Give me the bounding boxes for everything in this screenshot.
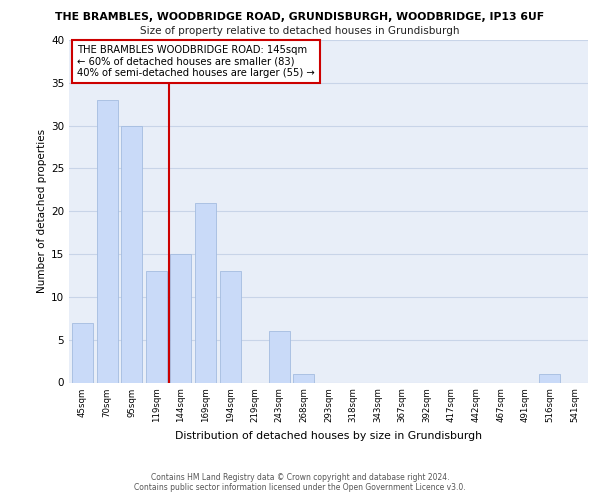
Bar bbox=[146, 271, 167, 382]
Bar bbox=[539, 374, 560, 382]
Bar bbox=[195, 202, 216, 382]
Text: THE BRAMBLES WOODBRIDGE ROAD: 145sqm
← 60% of detached houses are smaller (83)
4: THE BRAMBLES WOODBRIDGE ROAD: 145sqm ← 6… bbox=[77, 45, 314, 78]
Text: Contains HM Land Registry data © Crown copyright and database right 2024.
Contai: Contains HM Land Registry data © Crown c… bbox=[134, 473, 466, 492]
Text: Size of property relative to detached houses in Grundisburgh: Size of property relative to detached ho… bbox=[140, 26, 460, 36]
Bar bbox=[269, 331, 290, 382]
Bar bbox=[293, 374, 314, 382]
Bar bbox=[72, 322, 93, 382]
Y-axis label: Number of detached properties: Number of detached properties bbox=[37, 129, 47, 294]
Bar bbox=[97, 100, 118, 382]
Bar bbox=[121, 126, 142, 382]
X-axis label: Distribution of detached houses by size in Grundisburgh: Distribution of detached houses by size … bbox=[175, 430, 482, 440]
Text: THE BRAMBLES, WOODBRIDGE ROAD, GRUNDISBURGH, WOODBRIDGE, IP13 6UF: THE BRAMBLES, WOODBRIDGE ROAD, GRUNDISBU… bbox=[55, 12, 545, 22]
Bar bbox=[170, 254, 191, 382]
Bar bbox=[220, 271, 241, 382]
